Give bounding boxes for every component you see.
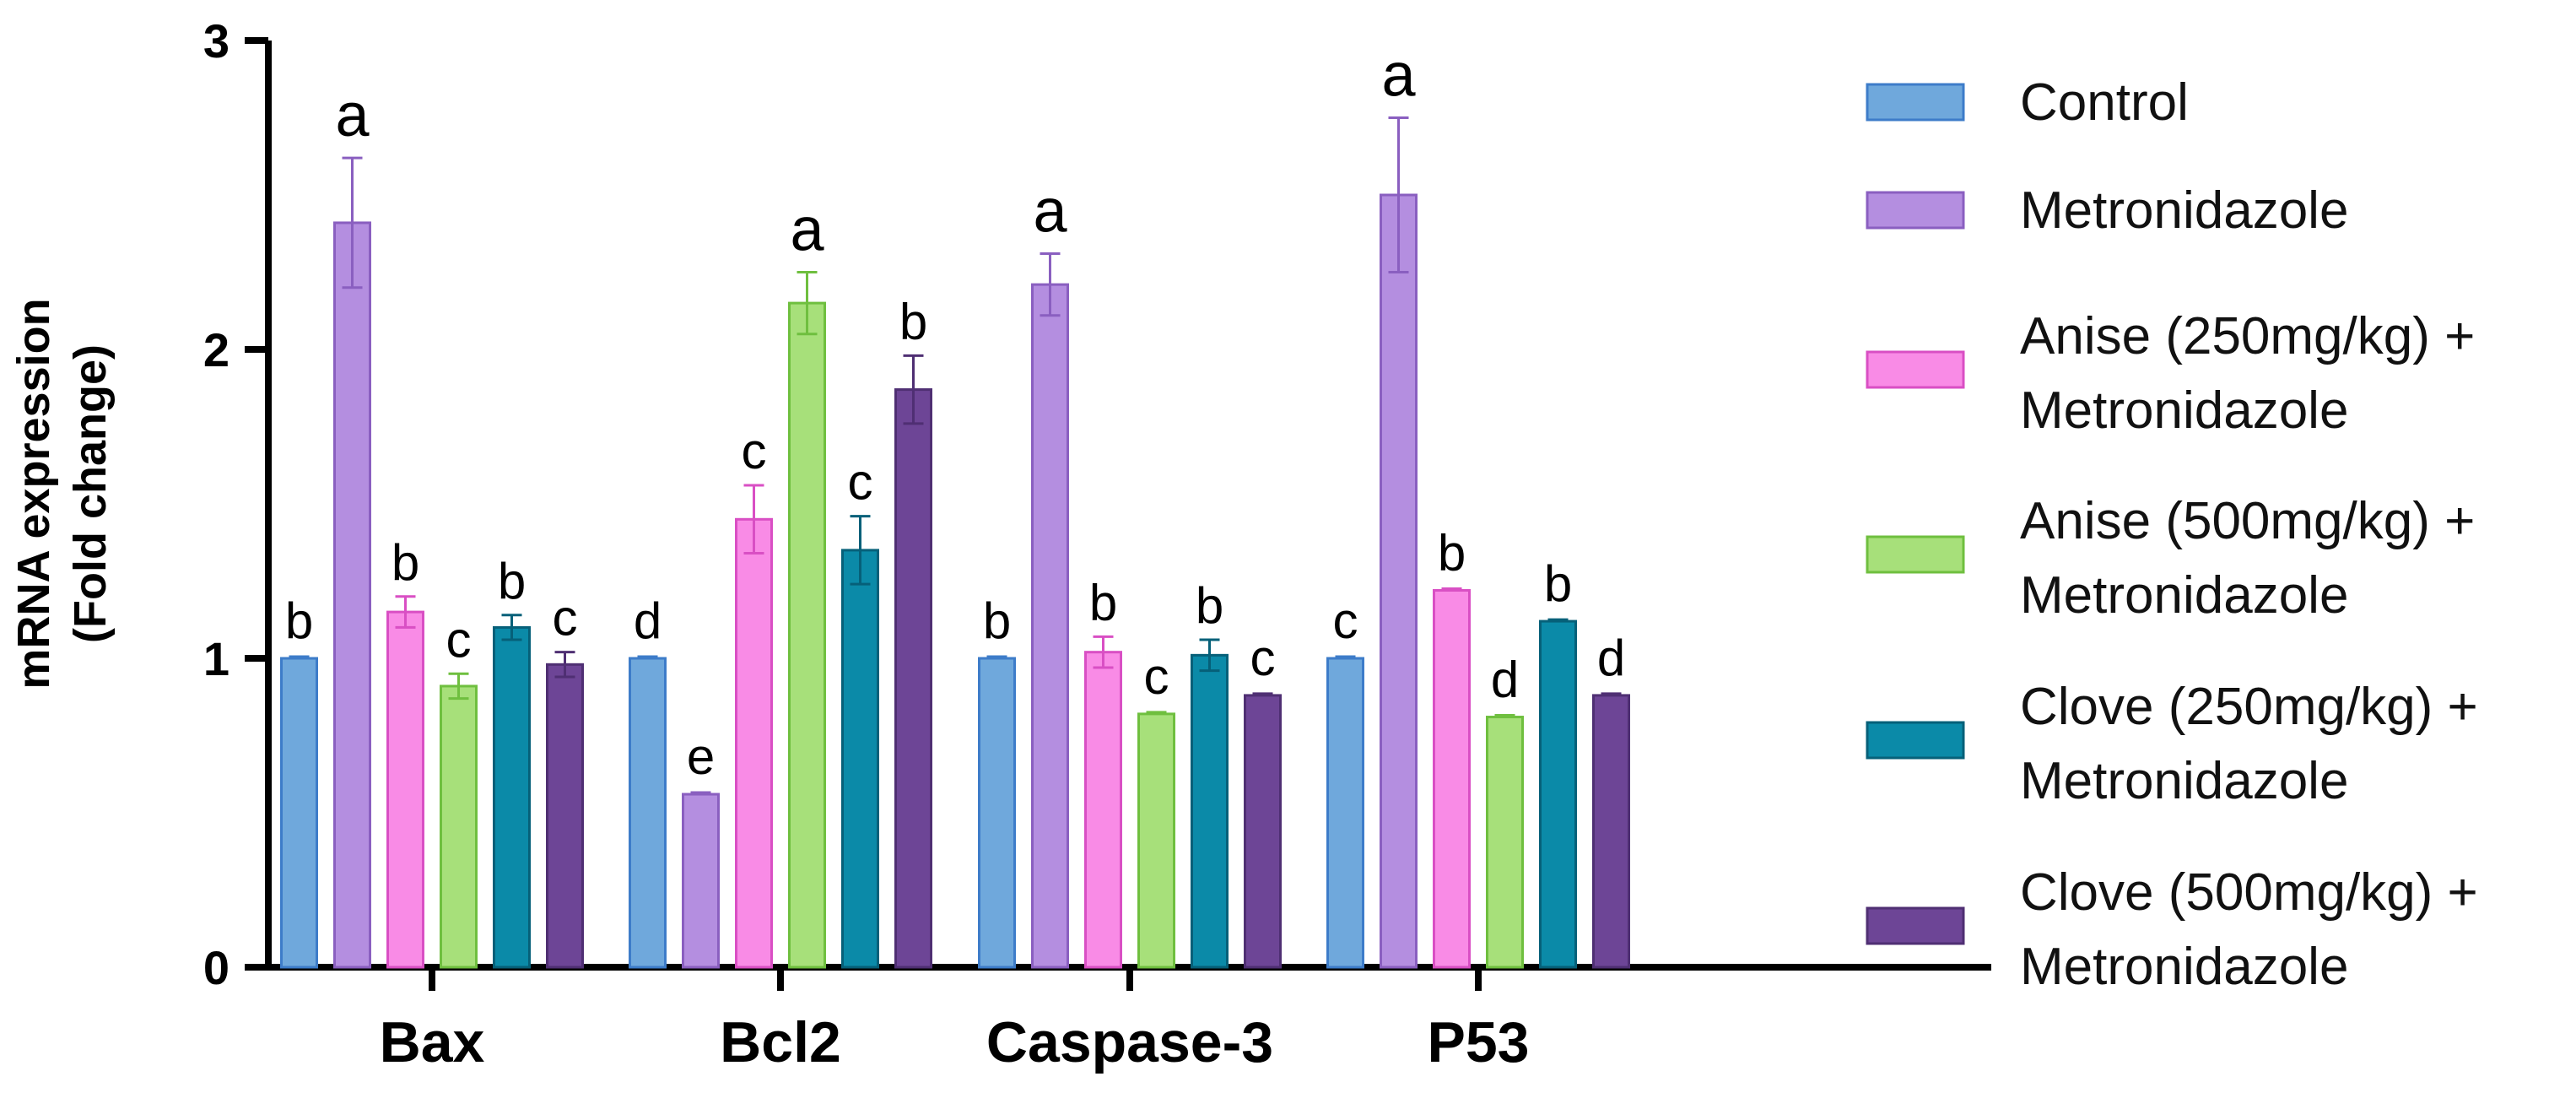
- bar: [1380, 193, 1418, 969]
- significance-letter: a: [790, 197, 824, 264]
- bar: [546, 663, 584, 969]
- legend-label-line1: Clove (500mg/kg) +: [2020, 863, 2478, 922]
- legend-swatch: [1866, 191, 1965, 230]
- bar: [682, 793, 720, 969]
- legend-swatch: [1866, 83, 1965, 122]
- significance-letter: c: [1333, 592, 1358, 649]
- bar: [788, 301, 826, 969]
- significance-letter: b: [899, 293, 927, 349]
- bar: [1191, 653, 1229, 969]
- bar: [735, 517, 773, 969]
- significance-letter: b: [498, 553, 526, 609]
- bar: [1433, 588, 1471, 969]
- significance-letter: e: [687, 728, 715, 785]
- legend: Control Metronidazole Anise (250mg/kg) + Me…: [1866, 73, 2478, 996]
- y-axis-label-line1: mRNA expression: [8, 298, 59, 689]
- significance-letter: b: [1089, 574, 1117, 630]
- legend-label: Control: [2020, 73, 2189, 132]
- x-category-label-caspase-3: Caspase-3: [986, 1010, 1273, 1074]
- legend-swatch: [1866, 906, 1965, 945]
- bar: [1084, 651, 1122, 969]
- bar: [894, 388, 932, 969]
- y-tick-label: 1: [203, 632, 230, 685]
- bar: [333, 221, 371, 969]
- significance-letter: a: [335, 82, 370, 149]
- legend-swatch: [1866, 350, 1965, 389]
- legend-label: Metronidazole: [2020, 181, 2348, 240]
- bar: [440, 684, 478, 969]
- bar: [493, 625, 531, 969]
- legend-label-line2: Metronidazole: [2020, 752, 2348, 810]
- bar: [1326, 657, 1364, 969]
- y-tick-label: 3: [203, 14, 230, 68]
- significance-letter: c: [446, 611, 472, 668]
- legend-swatch: [1866, 721, 1965, 760]
- legend-label-line2: Metronidazole: [2020, 938, 2348, 996]
- x-ticks: Bax Bcl2 Caspase-3 P53: [380, 967, 1530, 1074]
- significance-letter: b: [392, 534, 419, 591]
- significance-letter: b: [1196, 577, 1223, 634]
- significance-letter: b: [983, 592, 1011, 649]
- bar: [386, 610, 424, 969]
- bar: [629, 657, 667, 969]
- bar: [1244, 694, 1282, 969]
- significance-letter: b: [1438, 524, 1466, 581]
- significance-letter: a: [1033, 178, 1067, 246]
- significance-letter: b: [1544, 555, 1572, 612]
- bar: [1137, 712, 1175, 969]
- significance-letter: d: [1597, 630, 1625, 686]
- x-category-label-bcl2: Bcl2: [720, 1010, 841, 1074]
- legend-label-line1: Anise (500mg/kg) +: [2020, 492, 2475, 550]
- bar: [280, 657, 318, 969]
- y-ticks: 0 1 2 3: [203, 14, 268, 994]
- y-tick-label: 0: [203, 941, 230, 994]
- significance-letter: c: [553, 590, 578, 646]
- bar: [1031, 283, 1069, 969]
- significance-letter: d: [1491, 652, 1519, 708]
- legend-label-line2: Metronidazole: [2020, 381, 2348, 440]
- legend-label-line1: Clove (250mg/kg) +: [2020, 678, 2478, 736]
- bar: [1592, 694, 1630, 969]
- significance-letter: c: [1144, 648, 1169, 705]
- significance-letter: d: [634, 592, 662, 649]
- legend-label-line1: Anise (250mg/kg) +: [2020, 307, 2475, 365]
- y-axis-label-line2: (Fold change): [65, 344, 116, 643]
- x-category-label-p53: P53: [1428, 1010, 1530, 1074]
- significance-letter: c: [848, 454, 873, 511]
- bar: [1539, 619, 1577, 969]
- y-tick-label: 2: [203, 323, 230, 376]
- bar: [978, 657, 1016, 969]
- legend-label-line2: Metronidazole: [2020, 566, 2348, 625]
- significance-letter: c: [1250, 630, 1276, 686]
- significance-letter: b: [285, 592, 313, 649]
- significance-letter: c: [742, 423, 767, 479]
- significance-letter: a: [1381, 42, 1416, 110]
- x-category-label-bax: Bax: [380, 1010, 485, 1074]
- bar: [1486, 716, 1524, 969]
- bar: [841, 549, 879, 969]
- legend-swatch: [1866, 535, 1965, 574]
